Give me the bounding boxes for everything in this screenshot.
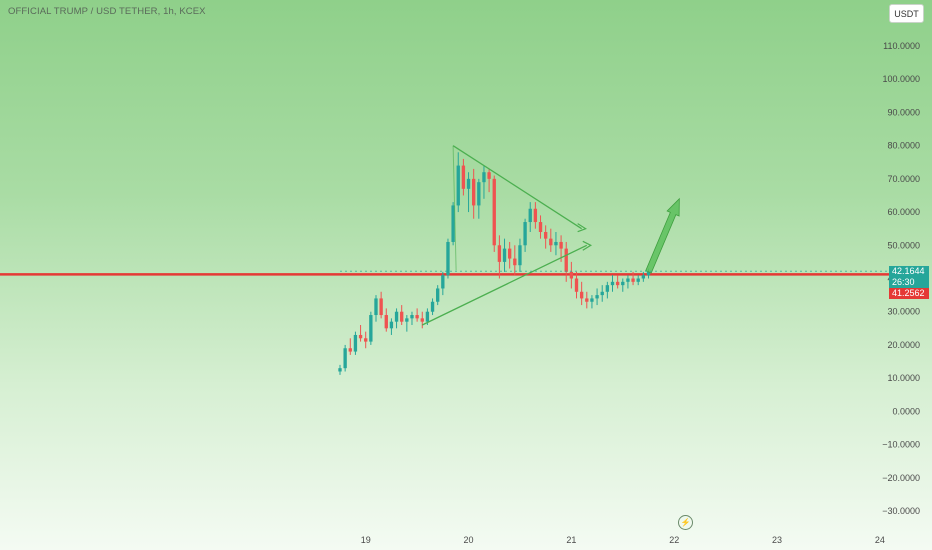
candle-body xyxy=(461,165,466,189)
x-tick-label: 22 xyxy=(669,535,679,545)
candle-body xyxy=(507,248,512,259)
candle-body xyxy=(518,245,522,266)
triangle-lower-line xyxy=(421,244,588,326)
candle-body xyxy=(477,182,481,206)
candle-body xyxy=(446,241,450,276)
candle-body xyxy=(487,172,491,179)
x-tick-label: 24 xyxy=(875,535,885,545)
candle-body xyxy=(466,178,471,189)
candle-body xyxy=(415,315,419,319)
candle-body xyxy=(549,238,553,246)
candle-body xyxy=(410,315,414,319)
candle-body xyxy=(405,318,409,322)
candle-body xyxy=(353,334,358,352)
candle-body xyxy=(374,298,378,316)
countdown-tag: 26:30 xyxy=(889,277,929,288)
candle-body xyxy=(420,318,424,322)
triangle-upper-line xyxy=(452,145,583,230)
candle-body xyxy=(348,348,352,352)
candle-body xyxy=(579,291,584,299)
candle-body xyxy=(369,315,373,342)
candle-body xyxy=(482,172,486,183)
candle-body xyxy=(497,245,502,262)
candle-body xyxy=(379,298,383,316)
y-tick-label: 0.0000 xyxy=(892,406,920,416)
x-tick-label: 23 xyxy=(772,535,782,545)
candle-body xyxy=(528,208,532,223)
y-tick-label: 30.0000 xyxy=(887,307,920,317)
candle-body xyxy=(585,298,589,302)
candle-body xyxy=(569,271,574,279)
x-tick-label: 20 xyxy=(464,535,474,545)
y-tick-label: 60.0000 xyxy=(887,207,920,217)
y-tick-label: 100.0000 xyxy=(882,74,920,84)
lightning-icon[interactable]: ⚡ xyxy=(678,515,693,530)
y-tick-label: 110.0000 xyxy=(883,41,920,51)
y-tick-label: 80.0000 xyxy=(887,141,920,151)
candle-body xyxy=(456,165,460,206)
candle-body xyxy=(543,232,548,239)
x-tick-label: 21 xyxy=(566,535,576,545)
candle-body xyxy=(538,222,543,232)
currency-button[interactable]: USDT xyxy=(889,4,924,23)
candle-body xyxy=(574,278,579,292)
target-arrow xyxy=(645,197,680,274)
candle-body xyxy=(338,368,342,372)
triangle-apex-arrow-upper xyxy=(577,223,587,233)
candle-body xyxy=(430,301,435,312)
candle-body xyxy=(559,241,563,249)
candle-body xyxy=(600,291,604,296)
y-tick-label: 10.0000 xyxy=(887,373,920,383)
candle-body xyxy=(636,278,640,282)
candle-body xyxy=(626,278,630,282)
candle-body xyxy=(343,348,347,369)
last-price-tag: 42.1644 xyxy=(889,266,929,277)
candle-body xyxy=(605,285,610,292)
horizontal-line-price-tag: 41.2562 xyxy=(889,288,929,299)
y-tick-label: 70.0000 xyxy=(887,174,920,184)
candle-body xyxy=(554,241,558,246)
candle-body xyxy=(590,298,594,302)
y-tick-label: −20.0000 xyxy=(882,473,920,483)
x-tick-label: 19 xyxy=(361,535,371,545)
candle-body xyxy=(389,321,394,329)
candle-body xyxy=(436,288,440,302)
triangle-apex-arrow-lower xyxy=(582,240,593,251)
candle-body xyxy=(364,338,368,342)
candle-body xyxy=(564,248,568,272)
candle-body xyxy=(441,275,445,289)
triangle-side-line xyxy=(452,145,457,271)
candle-body xyxy=(400,311,404,322)
candle-body xyxy=(615,281,620,286)
y-tick-label: −30.0000 xyxy=(882,506,920,516)
y-tick-label: −10.0000 xyxy=(882,440,920,450)
candle-body xyxy=(595,295,599,299)
candle-body xyxy=(533,208,538,223)
candle-body xyxy=(358,334,363,339)
candle-body xyxy=(384,315,388,329)
candle-body xyxy=(646,271,651,276)
y-tick-label: 20.0000 xyxy=(887,340,920,350)
candle-body xyxy=(621,281,625,286)
candle-body xyxy=(631,278,635,282)
candle-body xyxy=(425,311,430,322)
y-tick-label: 90.0000 xyxy=(887,107,920,117)
candle-body xyxy=(641,275,646,279)
candle-body xyxy=(451,205,455,242)
candle-body xyxy=(513,258,517,266)
candle-body xyxy=(492,178,496,246)
y-tick-label: 50.0000 xyxy=(887,240,920,250)
chart-title: OFFICIAL TRUMP / USD TETHER, 1h, KCEX xyxy=(8,6,206,17)
candle-body xyxy=(472,178,476,206)
candle-body xyxy=(394,311,399,322)
candle-body xyxy=(523,222,527,246)
candle-body xyxy=(502,248,507,262)
candle-body xyxy=(610,281,615,286)
